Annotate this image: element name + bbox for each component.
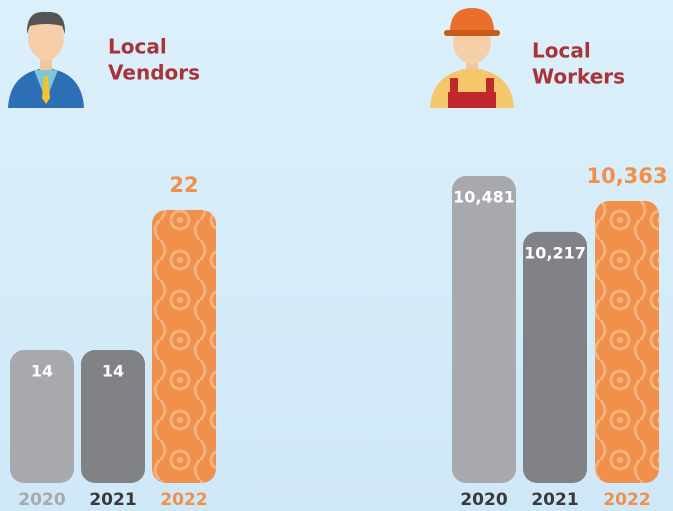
- bar: [81, 350, 145, 483]
- x-tick-label: 2020: [18, 490, 65, 510]
- value-label: 10,217: [524, 243, 586, 262]
- value-label: 10,481: [453, 188, 515, 207]
- x-tick-label: 2021: [89, 490, 136, 510]
- x-tick-label: 2022: [160, 490, 207, 510]
- x-tick-label: 2020: [460, 490, 507, 510]
- worker-icon: [430, 8, 514, 108]
- chart-title: Local: [532, 39, 591, 63]
- value-label: 14: [102, 362, 124, 381]
- chart-title: Workers: [532, 65, 625, 89]
- x-tick-label: 2021: [531, 490, 578, 510]
- chart-title: Vendors: [108, 61, 200, 85]
- bar: [152, 210, 216, 483]
- bar: [595, 200, 659, 483]
- value-label: 14: [31, 362, 53, 381]
- bar: [452, 176, 516, 483]
- bar: [523, 231, 587, 483]
- value-label: 22: [169, 173, 198, 197]
- x-tick-label: 2022: [603, 490, 650, 510]
- bar: [10, 350, 74, 483]
- value-label: 10,363: [586, 164, 667, 188]
- vendor-icon: [8, 11, 84, 108]
- chart-title: Local: [108, 35, 167, 59]
